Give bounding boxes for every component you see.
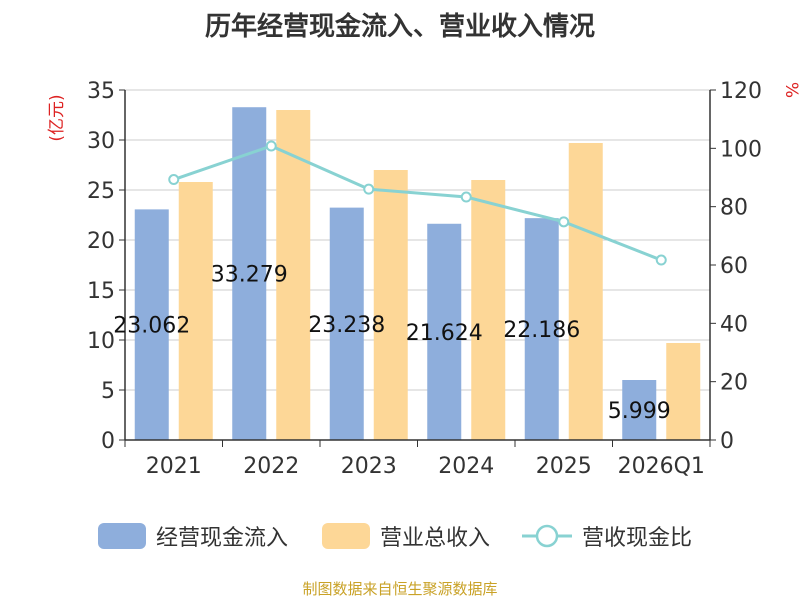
x-tick-label: 2021 — [146, 454, 202, 479]
x-tick-label: 2022 — [243, 454, 299, 479]
bar-cash-inflow — [232, 107, 267, 441]
chart-title: 历年经营现金流入、营业收入情况 — [204, 12, 595, 42]
bar-revenue — [178, 182, 213, 440]
ratio-point — [460, 191, 472, 203]
y-left-tick-label: 10 — [87, 329, 115, 354]
grid-lines — [125, 89, 710, 391]
y-right-tick-label: 60 — [720, 254, 748, 279]
bar-cash-inflow — [427, 223, 462, 440]
ratio-series-line — [173, 144, 662, 262]
data-label-cash-inflow: 22.186 — [503, 318, 580, 343]
y-right-tick-label: 20 — [720, 371, 748, 396]
ratio-point — [265, 140, 277, 152]
y-left-tick-label: 35 — [87, 79, 115, 104]
source-note: 制图数据来自恒生聚源数据库 — [302, 580, 498, 598]
ratio-point — [363, 183, 375, 195]
ratio-point — [558, 216, 570, 228]
data-label-cash-inflow: 23.238 — [308, 313, 385, 338]
data-label-cash-inflow: 33.279 — [211, 263, 288, 288]
legend-item-ratio[interactable]: 营收现金比 — [522, 518, 692, 554]
x-tick-label: 2026Q1 — [618, 454, 705, 479]
legend-label-ratio: 营收现金比 — [582, 526, 693, 551]
y-left-tick-label: 20 — [87, 229, 115, 254]
bar-cash-inflow — [524, 218, 559, 440]
y-right-tick-label: 80 — [720, 196, 748, 221]
bar-revenue — [276, 110, 311, 440]
x-tick-label: 2023 — [341, 454, 397, 479]
y-left-tick-label: 25 — [87, 179, 115, 204]
legend-swatch-ratio — [522, 524, 572, 548]
y-left-tick-label: 30 — [87, 129, 115, 154]
ratio-point — [168, 174, 180, 186]
y-left-tick-label: 5 — [101, 379, 115, 404]
legend-item-revenue[interactable]: 营业总收入 — [322, 518, 490, 554]
bar-cash-inflow — [134, 209, 169, 440]
legend-label-revenue: 营业总收入 — [380, 526, 491, 551]
y-right-axis-label: % — [781, 82, 800, 98]
y-right-tick-label: 0 — [720, 429, 734, 454]
bar-cash-inflow — [329, 207, 364, 440]
x-tick-label: 2024 — [438, 454, 494, 479]
y-left-axis-label: (亿元) — [47, 94, 67, 141]
y-right-tick-label: 100 — [720, 137, 762, 162]
bar-revenue — [373, 170, 408, 440]
data-labels: 23.062 33.279 23.238 21.624 22.186 5.999 — [113, 263, 670, 424]
legend-item-cash-inflow[interactable]: 经营现金流入 — [98, 518, 288, 554]
x-tick-label: 2025 — [536, 454, 592, 479]
bar-cash-inflow — [622, 380, 657, 440]
bars — [134, 107, 701, 441]
y-left-tick-label: 0 — [101, 429, 115, 454]
bar-revenue — [471, 180, 506, 440]
legend: 经营现金流入 营业总收入 营收现金比 — [0, 518, 800, 554]
data-label-cash-inflow: 23.062 — [113, 314, 190, 339]
y-left-tick-label: 15 — [87, 279, 115, 304]
y-right-tick-label: 40 — [720, 312, 748, 337]
legend-label-cash-inflow: 经营现金流入 — [156, 526, 289, 551]
y-right-tick-label: 120 — [720, 79, 762, 104]
ratio-line — [168, 140, 667, 266]
bar-revenue — [666, 343, 701, 440]
legend-swatch-cash-inflow — [98, 523, 146, 549]
data-label-cash-inflow: 21.624 — [406, 321, 483, 346]
legend-swatch-revenue — [322, 523, 370, 549]
data-label-cash-inflow: 5.999 — [608, 399, 671, 424]
bar-revenue — [568, 143, 603, 440]
ratio-point — [655, 254, 667, 266]
